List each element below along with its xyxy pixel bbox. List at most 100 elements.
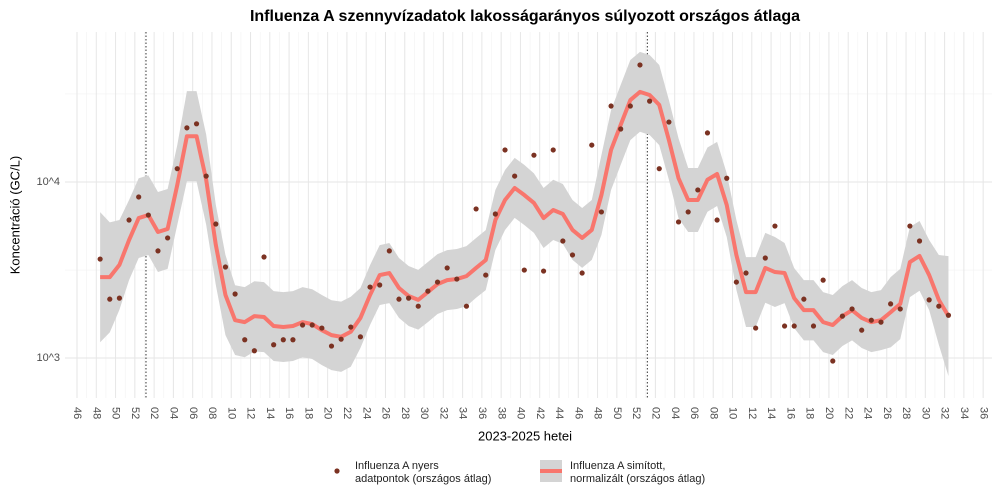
data-point: [753, 325, 759, 331]
x-tick-label: 38: [495, 407, 507, 419]
data-point: [859, 327, 865, 333]
x-tick-label: 10: [225, 407, 237, 419]
x-tick-label: 52: [630, 407, 642, 419]
data-point: [463, 303, 470, 309]
x-tick-label: 40: [515, 407, 527, 419]
legend-point: [334, 468, 340, 474]
data-point: [772, 223, 778, 229]
data-point: [675, 219, 682, 225]
smoothed-line: [100, 89, 951, 339]
x-tick-label: 04: [669, 407, 681, 419]
data-point: [483, 272, 489, 278]
x-tick-label: 16: [283, 407, 295, 419]
data-point: [116, 295, 123, 301]
data-point: [454, 276, 460, 282]
data-point: [328, 343, 335, 349]
x-tick-label: 46: [572, 407, 584, 419]
x-tick-label: 28: [399, 407, 411, 419]
x-tick-label: 02: [649, 407, 661, 419]
data-point: [926, 297, 932, 303]
x-tick-label: 26: [380, 407, 392, 419]
x-tick-label: 14: [264, 407, 276, 419]
x-tick-label: 18: [804, 407, 816, 419]
data-point: [647, 98, 653, 104]
data-point: [512, 173, 518, 179]
x-tick-label: 24: [360, 407, 372, 419]
data-point: [627, 103, 633, 109]
data-point: [222, 264, 229, 270]
data-point: [704, 130, 711, 136]
data-point: [868, 317, 874, 323]
data-point: [608, 103, 614, 109]
x-tick-label: 08: [707, 407, 719, 419]
data-point: [569, 252, 576, 258]
data-point: [213, 221, 219, 227]
x-tick-label: 12: [746, 407, 758, 419]
data-point: [521, 267, 527, 273]
x-tick-label: 46: [71, 407, 83, 419]
data-point: [473, 206, 479, 212]
x-tick-label: 02: [148, 407, 160, 419]
data-point: [666, 119, 672, 125]
chart-title: Influenza A szennyvízadatok lakosságarán…: [250, 8, 800, 25]
data-point: [945, 312, 952, 318]
data-point: [338, 336, 344, 342]
data-point: [251, 348, 257, 354]
data-point: [878, 319, 884, 325]
data-point: [415, 303, 421, 309]
data-point: [656, 166, 662, 172]
x-tick-label: 48: [592, 407, 604, 419]
x-tick-label: 18: [302, 407, 314, 419]
y-tick-label: 10^4: [36, 176, 60, 188]
y-axis-label: Koncentráció (GC/L): [7, 156, 22, 275]
x-tick-label: 28: [900, 407, 912, 419]
x-tick-label: 50: [110, 407, 122, 419]
data-point: [685, 209, 691, 215]
confidence-band: [100, 51, 949, 377]
data-point: [897, 306, 903, 312]
x-tick-label: 04: [167, 407, 179, 419]
data-point: [743, 270, 749, 276]
data-point: [531, 152, 537, 158]
x-tick-label: 16: [784, 407, 796, 419]
x-tick-label: 06: [187, 407, 199, 419]
data-point: [830, 358, 836, 364]
x-tick-label: 34: [958, 407, 970, 419]
data-point: [820, 277, 826, 283]
data-point: [618, 126, 624, 132]
data-point: [309, 322, 315, 328]
data-point: [444, 265, 450, 271]
x-tick-label: 24: [862, 407, 874, 419]
data-point: [357, 334, 364, 340]
data-point: [492, 211, 498, 217]
data-point: [396, 296, 402, 302]
x-tick-label: 44: [553, 407, 565, 419]
data-point: [801, 296, 807, 302]
x-tick-label: 36: [476, 407, 488, 419]
data-point: [637, 62, 643, 68]
data-point: [425, 288, 431, 294]
data-point: [184, 125, 190, 131]
x-tick-label: 26: [881, 407, 893, 419]
data-point: [733, 279, 739, 285]
data-point: [193, 121, 200, 127]
data-point: [907, 223, 913, 229]
x-tick-label: 34: [457, 407, 469, 419]
data-point: [348, 324, 354, 330]
data-point: [165, 235, 171, 241]
data-point: [126, 217, 132, 223]
data-point: [579, 270, 585, 276]
x-tick-label: 12: [245, 407, 257, 419]
data-point: [550, 147, 556, 153]
data-point: [386, 248, 392, 254]
x-tick-label: 48: [90, 407, 102, 419]
data-point: [936, 303, 942, 309]
data-point: [888, 301, 894, 307]
x-tick-label: 32: [437, 407, 449, 419]
data-point: [714, 217, 720, 223]
data-point: [540, 268, 547, 274]
data-point: [810, 323, 817, 329]
data-point: [232, 291, 238, 297]
